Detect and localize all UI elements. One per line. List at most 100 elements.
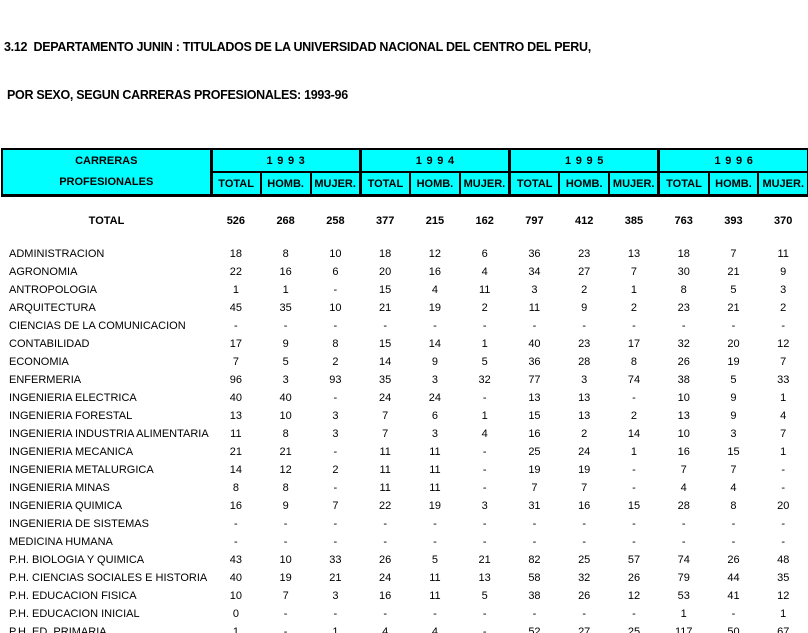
value-cell: 7 [780, 356, 787, 368]
value-cell: 7 [780, 428, 787, 440]
value-cell: 19 [727, 356, 740, 368]
value-cell: 7 [531, 482, 538, 494]
value-cell: 7 [730, 248, 737, 260]
career-name-cell: INGENIERIA METALURGICA [9, 464, 154, 476]
value-cell: 7 [382, 428, 389, 440]
value-cell: - [283, 320, 288, 332]
value-cell: 15 [379, 284, 392, 296]
value-cell: 5 [481, 590, 488, 602]
value-cell: 3 [332, 410, 339, 422]
value-cell: - [333, 536, 338, 548]
subheader-1995-homb: HOMB. [558, 171, 611, 197]
career-name-cell: INGENIERIA ELECTRICA [9, 392, 137, 404]
value-cell: 2 [332, 356, 339, 368]
career-name-cell: MEDICINA HUMANA [9, 536, 113, 548]
value-cell: 16 [428, 266, 442, 278]
value-cell: - [333, 392, 338, 404]
value-cell: 215 [425, 215, 445, 227]
career-name-cell: P.H. EDUCACION FISICA [9, 590, 137, 602]
value-cell: 9 [730, 410, 737, 422]
value-cell: 2 [780, 302, 787, 314]
value-cell: - [582, 608, 587, 620]
career-name-cell: ARQUITECTURA [9, 302, 96, 314]
value-cell: 21 [379, 302, 392, 314]
value-cell: 40 [229, 572, 242, 584]
value-cell: - [433, 608, 437, 620]
value-cell: 12 [777, 338, 790, 350]
value-cell: - [681, 518, 686, 530]
table-row: ANTROPOLOGIA 1 1-15 4 11 3 2 1 8 5 3 [2, 281, 808, 299]
value-cell: 1 [780, 608, 787, 620]
value-cell: 4 [431, 284, 438, 296]
value-cell: 3 [431, 428, 438, 440]
value-cell: 393 [724, 215, 743, 227]
value-cell: - [383, 320, 387, 332]
value-cell: 20 [777, 500, 790, 512]
value-cell: - [333, 320, 338, 332]
value-cell: 35 [379, 374, 392, 386]
value-cell: 12 [428, 248, 442, 260]
value-cell: 2 [581, 284, 588, 296]
career-name-cell: P.H. ED. PRIMARIA [9, 626, 107, 633]
career-name-cell: ECONOMIA [9, 356, 69, 368]
value-cell: 16 [229, 500, 242, 512]
value-cell: 74 [627, 374, 641, 386]
value-cell: 0 [232, 608, 239, 620]
table-row: INGENIERIA MECANICA 21 21 - 11 11 - 25 24 1 16 15 1 [2, 443, 808, 461]
table-row: ECONOMIA 7 5 2 14 9 5 36 28 8 26 19 7 [2, 353, 808, 371]
carreras-header-line2: PROFESIONALES [59, 176, 154, 188]
value-cell: 25 [627, 626, 641, 633]
table-row: P.H. CIENCIAS SOCIALES E HISTORIA 40 19 21 2… [2, 569, 808, 587]
value-cell: 3 [531, 284, 538, 296]
value-cell: 23 [677, 302, 690, 314]
value-cell: 1 [282, 284, 289, 296]
value-cell: 77 [528, 374, 541, 386]
value-cell: 8 [730, 500, 737, 512]
value-cell: 258 [326, 215, 345, 227]
title-line-1: 3.12 DEPARTAMENTO JUNIN : TITULADOS DE L… [4, 40, 591, 54]
value-cell: - [632, 464, 636, 476]
value-cell: 16 [677, 446, 690, 458]
value-cell: 26 [677, 356, 690, 368]
value-cell: 19 [528, 464, 541, 476]
value-cell: 2 [630, 302, 638, 314]
value-cell: 27 [578, 626, 591, 633]
value-cell: - [283, 626, 288, 633]
value-cell: 11 [429, 446, 441, 458]
value-cell: 24 [379, 392, 392, 404]
spacer-row [2, 230, 808, 245]
value-cell: - [482, 392, 487, 404]
career-name-cell: AGRONOMIA [9, 266, 78, 278]
value-cell: - [532, 320, 537, 332]
career-name-cell: ADMINISTRACION [9, 248, 105, 260]
value-cell: 36 [528, 248, 541, 260]
table-row: P.H. BIOLOGIA Y QUIMICA 43 10 33 26 5 21 82 25 57… [2, 551, 808, 569]
value-cell: 5 [282, 356, 289, 368]
value-cell: 9 [431, 356, 438, 368]
value-cell: 3 [282, 374, 289, 386]
table-row: ARQUITECTURA 45 35 10 21 19 2 11 9 2 23 21 2 [2, 299, 808, 317]
value-cell: 40 [528, 338, 541, 350]
value-cell: 1 [630, 284, 638, 296]
value-cell: 25 [578, 554, 591, 566]
value-cell: 13 [627, 248, 641, 260]
value-cell: 7 [282, 590, 289, 602]
value-cell: 16 [578, 500, 591, 512]
value-cell: 268 [276, 215, 295, 227]
value-cell: 31 [528, 500, 541, 512]
value-cell: 12 [777, 590, 790, 602]
value-cell: 1 [780, 392, 787, 404]
value-cell: 8 [282, 482, 289, 494]
year-header-1995: 1995 [508, 148, 660, 173]
year-header-1993: 1993 [209, 148, 362, 173]
value-cell: 11 [379, 482, 391, 494]
value-cell: 15 [379, 338, 392, 350]
value-cell: 797 [525, 215, 544, 227]
value-cell: - [283, 608, 288, 620]
value-cell: 14 [428, 338, 442, 350]
value-cell: 33 [329, 554, 342, 566]
value-cell: - [632, 320, 636, 332]
value-cell: 21 [229, 446, 242, 458]
career-name-cell: P.H. CIENCIAS SOCIALES E HISTORIA [9, 572, 208, 584]
year-header-row: CARRERAS PROFESIONALES 1993 1994 1995 19… [1, 148, 808, 197]
